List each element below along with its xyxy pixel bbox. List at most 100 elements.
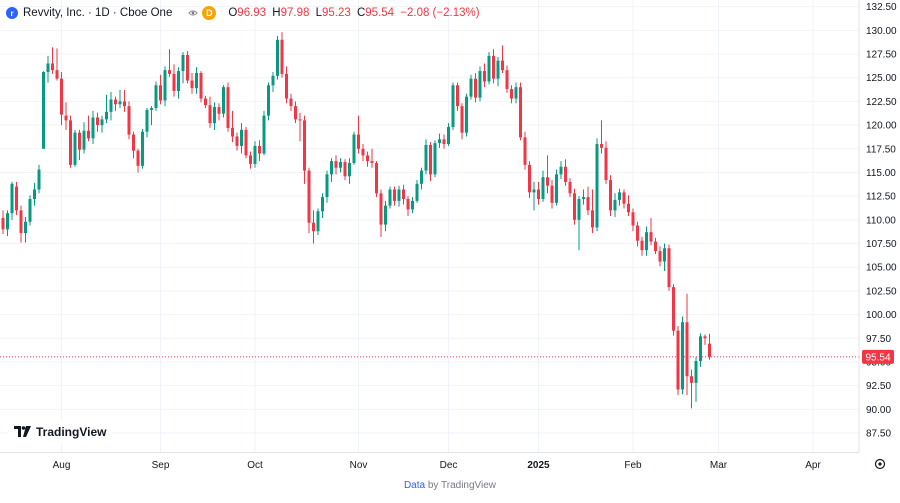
candle[interactable] [442,134,446,149]
candle[interactable] [406,196,410,217]
candle[interactable] [690,369,693,409]
candle[interactable] [420,167,423,190]
candle[interactable] [496,56,500,87]
candle[interactable] [649,217,653,246]
candle[interactable] [456,82,459,111]
candle[interactable] [271,72,275,92]
candle[interactable] [253,141,257,168]
candle[interactable] [564,159,567,186]
candle[interactable] [64,102,68,130]
candle[interactable] [694,357,698,402]
candle[interactable] [370,148,374,168]
candle[interactable] [438,133,441,148]
candle[interactable] [537,181,540,205]
candle[interactable] [492,49,495,84]
candle[interactable] [672,284,675,336]
candle[interactable] [109,91,113,121]
candle[interactable] [289,93,293,111]
candle[interactable] [631,208,635,232]
candle[interactable] [222,85,225,118]
candle[interactable] [154,81,158,111]
candle[interactable] [541,170,545,202]
candle[interactable] [87,115,90,142]
candle[interactable] [447,123,450,146]
candle[interactable] [334,155,338,175]
candle[interactable] [708,333,711,360]
candle[interactable] [114,96,117,111]
candle[interactable] [483,63,486,88]
candle[interactable] [514,82,518,104]
candle[interactable] [703,334,707,345]
candle[interactable] [573,188,576,225]
candle[interactable] [388,186,392,209]
delayed-data-badge[interactable]: D [202,6,217,20]
candle[interactable] [177,67,180,99]
candle[interactable] [546,155,549,194]
candle[interactable] [249,151,252,169]
candle[interactable] [658,246,662,267]
candle[interactable] [582,189,585,205]
candle[interactable] [141,128,144,169]
candle[interactable] [307,167,311,234]
candle[interactable] [15,181,18,216]
candle[interactable] [609,175,612,217]
candle[interactable] [118,90,122,109]
candle[interactable] [240,123,243,154]
candle[interactable] [411,197,414,214]
candle[interactable] [127,101,131,140]
candle[interactable] [510,85,513,104]
candles[interactable] [1,32,712,409]
candle[interactable] [168,49,171,77]
candle[interactable] [613,193,617,217]
candle[interactable] [55,48,59,81]
candle[interactable] [163,66,167,107]
candle[interactable] [73,129,77,167]
candle[interactable] [663,243,666,272]
candle[interactable] [618,188,621,206]
candle[interactable] [640,236,644,256]
candle[interactable] [384,200,387,232]
candle[interactable] [397,185,401,207]
candle[interactable] [433,140,437,178]
candle[interactable] [339,158,342,173]
time-axis[interactable]: Aug Sep Oct Nov Dec 2025 Feb Mar Apr [53,460,822,471]
candle[interactable] [195,67,198,94]
candle[interactable] [10,181,14,220]
candle[interactable] [681,316,684,395]
candle[interactable] [28,195,32,226]
candle[interactable] [226,82,230,132]
candle[interactable] [519,82,522,141]
tradingview-logo[interactable]: TradingView [8,420,113,444]
candle[interactable] [69,115,72,168]
candle[interactable] [150,106,153,126]
candle[interactable] [330,158,333,182]
candle[interactable] [280,32,284,78]
candle[interactable] [352,131,356,165]
candle[interactable] [37,164,41,194]
price-axis[interactable]: 132.50 130.00 127.50 125.00 122.50 120.00 117.… [866,2,897,439]
candle[interactable] [699,333,702,367]
candle[interactable] [555,169,558,206]
candle[interactable] [19,205,23,243]
candle[interactable] [123,90,126,112]
candle[interactable] [523,131,527,170]
candle[interactable] [586,186,590,216]
candle[interactable] [393,186,396,206]
candle[interactable] [46,55,50,83]
candle[interactable] [231,110,234,143]
candle[interactable] [550,180,554,209]
candle[interactable] [654,237,657,254]
candle[interactable] [208,96,212,128]
visibility-eye-icon[interactable] [188,8,199,18]
candle[interactable] [136,148,140,173]
candle[interactable] [96,112,99,132]
candle[interactable] [591,189,594,234]
symbol-title[interactable]: Revvity, Inc. · 1D · Cboe One [23,7,173,19]
candle[interactable] [1,210,5,235]
candle[interactable] [190,72,194,94]
candle[interactable] [6,210,9,236]
candle[interactable] [348,158,351,184]
candle[interactable] [285,66,288,104]
candle[interactable] [604,141,608,184]
candle[interactable] [244,126,248,159]
